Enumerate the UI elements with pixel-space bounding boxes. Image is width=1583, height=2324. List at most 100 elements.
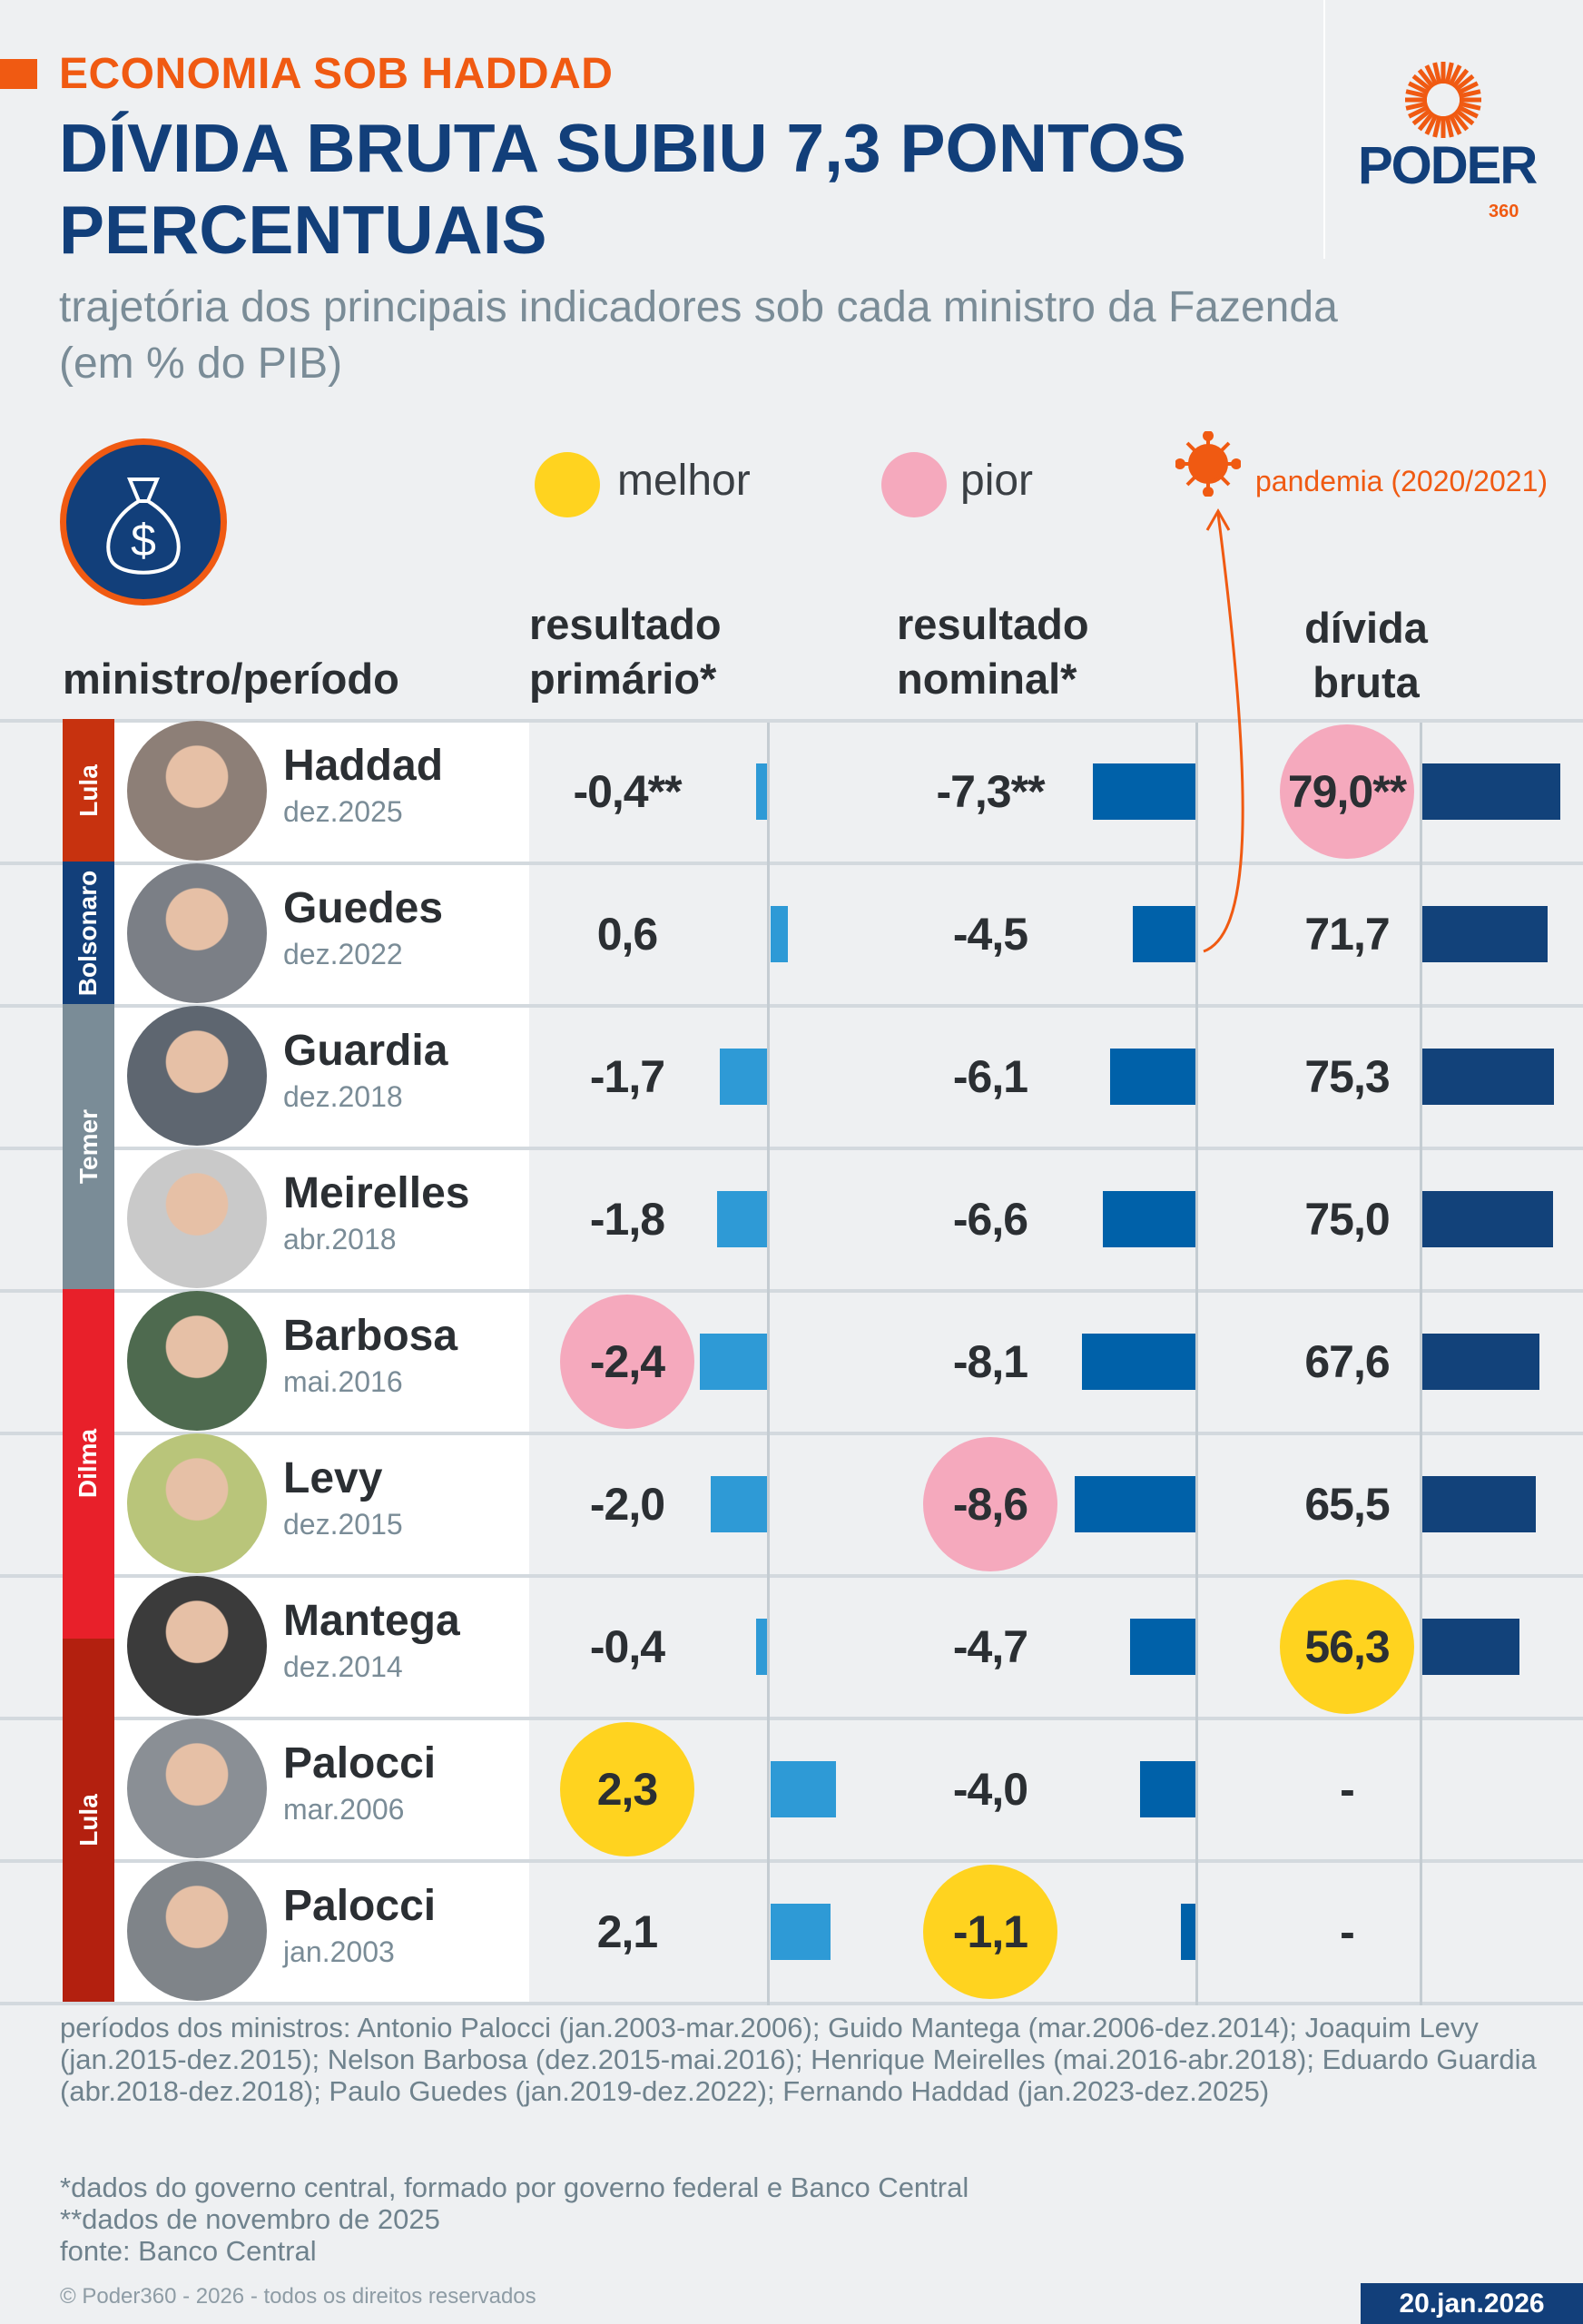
primary-bar: [711, 1476, 768, 1532]
legend-pandemic-label: pandemia (2020/2021): [1255, 465, 1549, 497]
nominal-value: -6,6: [952, 1194, 1028, 1245]
legend-worse-dot: [881, 452, 947, 517]
nominal-value: -6,1: [952, 1051, 1028, 1102]
nominal-bar: [1074, 1476, 1196, 1532]
legend-worse-label: pior: [960, 457, 1034, 505]
poder360-logo: PODER 360: [1352, 54, 1538, 227]
party-label: Bolsonaro: [63, 862, 114, 1004]
nominal-bar: [1129, 1619, 1196, 1675]
kicker-marker: [0, 59, 37, 89]
kicker: ECONOMIA SOB HADDAD: [59, 50, 614, 98]
table-row: [0, 1574, 1583, 1717]
debt-value: 65,5: [1304, 1479, 1390, 1530]
page-title: DÍVIDA BRUTA SUBIU 7,3 PONTOS PERCENTUAI…: [59, 110, 1186, 268]
primary-value: -0,4**: [573, 766, 682, 817]
primary-value: -2,0: [589, 1479, 665, 1530]
minister-date: dez.2014: [283, 1650, 403, 1683]
party-label: Dilma: [63, 1289, 114, 1639]
nominal-bar: [1103, 1191, 1196, 1247]
minister-date: mar.2006: [283, 1793, 405, 1826]
party-name: Temer: [74, 1109, 103, 1184]
money-bag-icon: $: [60, 438, 227, 606]
nominal-value: -4,5: [952, 909, 1028, 960]
logo-sub: 360: [1489, 202, 1519, 222]
primary-bar: [771, 906, 788, 962]
nominal-bar: [1139, 1761, 1196, 1817]
col-header-debt: dívida bruta: [1304, 604, 1428, 706]
table-row: [0, 719, 1583, 862]
primary-bar: [756, 1619, 768, 1675]
minister-date: dez.2018: [283, 1080, 403, 1113]
minister-name: Mantega: [283, 1597, 460, 1645]
minister-name: Guedes: [283, 884, 444, 932]
axis-line: [1420, 723, 1422, 2005]
party-band: [63, 1289, 114, 1639]
table-bottom-border: [0, 2002, 1583, 2005]
nominal-value: -1,1: [952, 1906, 1028, 1957]
minister-photo: [127, 1291, 267, 1431]
minister-name: Levy: [283, 1454, 383, 1502]
party-label: Temer: [63, 1004, 114, 1289]
minister-photo: [127, 1006, 267, 1146]
party-name: Dilma: [74, 1429, 103, 1499]
nominal-bar: [1081, 1334, 1196, 1390]
debt-value: 71,7: [1304, 909, 1390, 960]
debt-value: 79,0**: [1287, 766, 1407, 817]
nominal-bar: [1109, 1049, 1196, 1105]
svg-text:$: $: [131, 515, 156, 566]
minister-photo: [127, 1148, 267, 1288]
nominal-value: -8,6: [952, 1479, 1028, 1530]
minister-date: dez.2022: [283, 938, 403, 970]
minister-photo: [127, 1576, 267, 1716]
minister-name: Meirelles: [283, 1169, 470, 1217]
minister-date: dez.2025: [283, 795, 403, 828]
minister-name: Barbosa: [283, 1312, 458, 1360]
minister-date: abr.2018: [283, 1223, 397, 1256]
debt-bar: [1420, 1049, 1554, 1105]
party-name: Bolsonaro: [74, 870, 103, 996]
party-label: Lula: [63, 1639, 114, 2002]
axis-line: [767, 723, 770, 2005]
axis-line: [1195, 723, 1198, 2005]
legend-better-label: melhor: [617, 457, 751, 505]
primary-bar: [771, 1761, 836, 1817]
nominal-bar: [1180, 1904, 1196, 1960]
col-header-primary: resultado primário*: [529, 600, 722, 703]
nominal-value: -4,7: [952, 1621, 1028, 1672]
footnote-2: **dados de novembro de 2025: [60, 2203, 440, 2235]
primary-bar: [756, 763, 768, 820]
nominal-value: -8,1: [952, 1336, 1028, 1387]
subtitle: trajetória dos principais indicadores so…: [59, 283, 1338, 388]
party-band: [63, 862, 114, 1004]
primary-value: 2,1: [596, 1906, 659, 1957]
minister-photo: [127, 721, 267, 861]
minister-photo: [127, 863, 267, 1003]
highlight-worse: [560, 1295, 694, 1429]
minister-date: mai.2016: [283, 1365, 403, 1398]
primary-bar: [771, 1904, 831, 1960]
minister-name: Palocci: [283, 1882, 437, 1930]
minister-date: jan.2003: [283, 1935, 395, 1968]
debt-bar: [1420, 763, 1560, 820]
minister-photo: [127, 1718, 267, 1858]
minister-name: Haddad: [283, 742, 444, 790]
copyright: © Poder360 - 2026 - todos os direitos re…: [60, 2284, 536, 2309]
nominal-value: -4,0: [952, 1764, 1028, 1815]
minister-name: Guardia: [283, 1027, 448, 1075]
nominal-bar: [1132, 906, 1196, 962]
table-row: [0, 1147, 1583, 1289]
table-row: [0, 862, 1583, 1004]
nominal-bar: [1093, 763, 1196, 820]
party-band: [63, 1638, 114, 2002]
primary-value: -1,8: [589, 1194, 665, 1245]
party-name: Lula: [74, 763, 103, 817]
highlight-better: [923, 1865, 1057, 1999]
table-row: [0, 1004, 1583, 1147]
highlight-better: [560, 1722, 694, 1856]
highlight-worse: [923, 1437, 1057, 1571]
debt-bar: [1420, 1191, 1553, 1247]
debt-value: -: [1340, 1764, 1355, 1815]
debt-bar: [1420, 1334, 1540, 1390]
minister-date: dez.2015: [283, 1508, 403, 1541]
primary-value: 2,3: [596, 1764, 659, 1815]
